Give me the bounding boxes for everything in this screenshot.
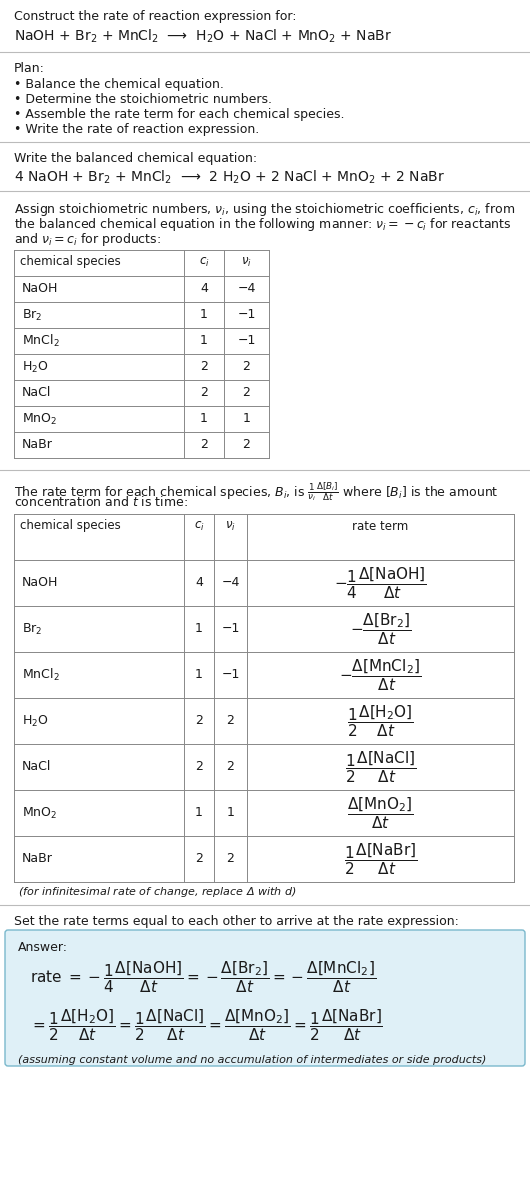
Text: $\dfrac{1}{2}\dfrac{\Delta[\mathrm{NaCl}]}{\Delta t}$: $\dfrac{1}{2}\dfrac{\Delta[\mathrm{NaCl}…: [344, 749, 416, 785]
Text: 1: 1: [195, 807, 203, 820]
Text: chemical species: chemical species: [20, 255, 121, 268]
Text: Assign stoichiometric numbers, $\nu_i$, using the stoichiometric coefficients, $: Assign stoichiometric numbers, $\nu_i$, …: [14, 201, 515, 218]
Text: $c_i$: $c_i$: [193, 520, 205, 533]
Text: 2: 2: [243, 438, 251, 452]
Text: Br$_2$: Br$_2$: [22, 621, 42, 637]
Text: chemical species: chemical species: [20, 519, 121, 532]
Text: 1: 1: [226, 807, 234, 820]
Text: MnO$_2$: MnO$_2$: [22, 805, 57, 821]
Text: $\dfrac{1}{2}\dfrac{\Delta[\mathrm{H_2O}]}{\Delta t}$: $\dfrac{1}{2}\dfrac{\Delta[\mathrm{H_2O}…: [347, 703, 414, 739]
Text: Write the balanced chemical equation:: Write the balanced chemical equation:: [14, 152, 257, 165]
Text: $\nu_i$: $\nu_i$: [225, 520, 236, 533]
Text: −1: −1: [222, 622, 240, 636]
Text: 4: 4: [200, 283, 208, 295]
Text: 2: 2: [243, 386, 251, 400]
Text: NaOH: NaOH: [22, 283, 58, 295]
Text: −4: −4: [237, 283, 255, 295]
Text: • Write the rate of reaction expression.: • Write the rate of reaction expression.: [14, 123, 259, 136]
Text: $c_i$: $c_i$: [199, 256, 209, 270]
Text: $\nu_i$: $\nu_i$: [241, 256, 252, 270]
Text: 2: 2: [243, 360, 251, 373]
Text: MnCl$_2$: MnCl$_2$: [22, 667, 60, 683]
Text: Set the rate terms equal to each other to arrive at the rate expression:: Set the rate terms equal to each other t…: [14, 915, 459, 928]
FancyBboxPatch shape: [5, 929, 525, 1066]
Text: 4: 4: [195, 577, 203, 590]
Text: 4 NaOH + Br$_2$ + MnCl$_2$  ⟶  2 H$_2$O + 2 NaCl + MnO$_2$ + 2 NaBr: 4 NaOH + Br$_2$ + MnCl$_2$ ⟶ 2 H$_2$O + …: [14, 169, 445, 187]
Text: (assuming constant volume and no accumulation of intermediates or side products): (assuming constant volume and no accumul…: [18, 1055, 487, 1066]
Text: 1: 1: [195, 622, 203, 636]
Text: 2: 2: [195, 852, 203, 866]
Text: −1: −1: [237, 308, 255, 321]
Text: Construct the rate of reaction expression for:: Construct the rate of reaction expressio…: [14, 10, 296, 23]
Text: rate $= -\dfrac{1}{4}\dfrac{\Delta[\mathrm{NaOH}]}{\Delta t} = -\dfrac{\Delta[\m: rate $= -\dfrac{1}{4}\dfrac{\Delta[\math…: [30, 960, 376, 995]
Text: 2: 2: [200, 438, 208, 452]
Text: rate term: rate term: [352, 520, 409, 533]
Text: concentration and $t$ is time:: concentration and $t$ is time:: [14, 495, 188, 509]
Text: 2: 2: [195, 714, 203, 727]
Text: H$_2$O: H$_2$O: [22, 360, 49, 374]
Text: Br$_2$: Br$_2$: [22, 307, 42, 323]
Text: 2: 2: [226, 852, 234, 866]
Text: NaBr: NaBr: [22, 438, 53, 452]
Text: −1: −1: [237, 335, 255, 348]
Text: 1: 1: [200, 308, 208, 321]
Text: the balanced chemical equation in the following manner: $\nu_i = -c_i$ for react: the balanced chemical equation in the fo…: [14, 216, 511, 234]
Text: 1: 1: [200, 413, 208, 425]
Text: and $\nu_i = c_i$ for products:: and $\nu_i = c_i$ for products:: [14, 231, 161, 248]
Text: • Determine the stoichiometric numbers.: • Determine the stoichiometric numbers.: [14, 93, 272, 106]
Text: $\dfrac{1}{2}\dfrac{\Delta[\mathrm{NaBr}]}{\Delta t}$: $\dfrac{1}{2}\dfrac{\Delta[\mathrm{NaBr}…: [344, 842, 417, 877]
Text: $= \dfrac{1}{2}\dfrac{\Delta[\mathrm{H_2O}]}{\Delta t} = \dfrac{1}{2}\dfrac{\Del: $= \dfrac{1}{2}\dfrac{\Delta[\mathrm{H_2…: [30, 1007, 383, 1043]
Text: Answer:: Answer:: [18, 942, 68, 954]
Text: Plan:: Plan:: [14, 61, 45, 75]
Text: NaCl: NaCl: [22, 386, 51, 400]
Text: MnO$_2$: MnO$_2$: [22, 412, 57, 426]
Text: 1: 1: [200, 335, 208, 348]
Text: $\dfrac{\Delta[\mathrm{MnO_2}]}{\Delta t}$: $\dfrac{\Delta[\mathrm{MnO_2}]}{\Delta t…: [347, 795, 414, 831]
Text: $-\dfrac{\Delta[\mathrm{Br_2}]}{\Delta t}$: $-\dfrac{\Delta[\mathrm{Br_2}]}{\Delta t…: [350, 612, 411, 647]
Text: 2: 2: [200, 386, 208, 400]
Text: 2: 2: [226, 761, 234, 773]
Text: NaOH: NaOH: [22, 577, 58, 590]
Text: 1: 1: [195, 668, 203, 681]
Text: 2: 2: [226, 714, 234, 727]
Text: H$_2$O: H$_2$O: [22, 714, 49, 728]
Text: • Assemble the rate term for each chemical species.: • Assemble the rate term for each chemic…: [14, 108, 344, 120]
Text: $-\dfrac{1}{4}\dfrac{\Delta[\mathrm{NaOH}]}{\Delta t}$: $-\dfrac{1}{4}\dfrac{\Delta[\mathrm{NaOH…: [334, 565, 427, 601]
Text: −1: −1: [222, 668, 240, 681]
Text: • Balance the chemical equation.: • Balance the chemical equation.: [14, 78, 224, 92]
Text: −4: −4: [222, 577, 240, 590]
Text: $-\dfrac{\Delta[\mathrm{MnCl_2}]}{\Delta t}$: $-\dfrac{\Delta[\mathrm{MnCl_2}]}{\Delta…: [339, 657, 421, 692]
Text: NaOH + Br$_2$ + MnCl$_2$  ⟶  H$_2$O + NaCl + MnO$_2$ + NaBr: NaOH + Br$_2$ + MnCl$_2$ ⟶ H$_2$O + NaCl…: [14, 28, 392, 46]
Text: 2: 2: [195, 761, 203, 773]
Text: The rate term for each chemical species, $B_i$, is $\frac{1}{\nu_i}\frac{\Delta[: The rate term for each chemical species,…: [14, 480, 499, 503]
Text: NaBr: NaBr: [22, 852, 53, 866]
Text: 2: 2: [200, 360, 208, 373]
Text: 1: 1: [243, 413, 251, 425]
Text: MnCl$_2$: MnCl$_2$: [22, 334, 60, 349]
Text: NaCl: NaCl: [22, 761, 51, 773]
Text: (for infinitesimal rate of change, replace Δ with $d$): (for infinitesimal rate of change, repla…: [18, 885, 297, 899]
